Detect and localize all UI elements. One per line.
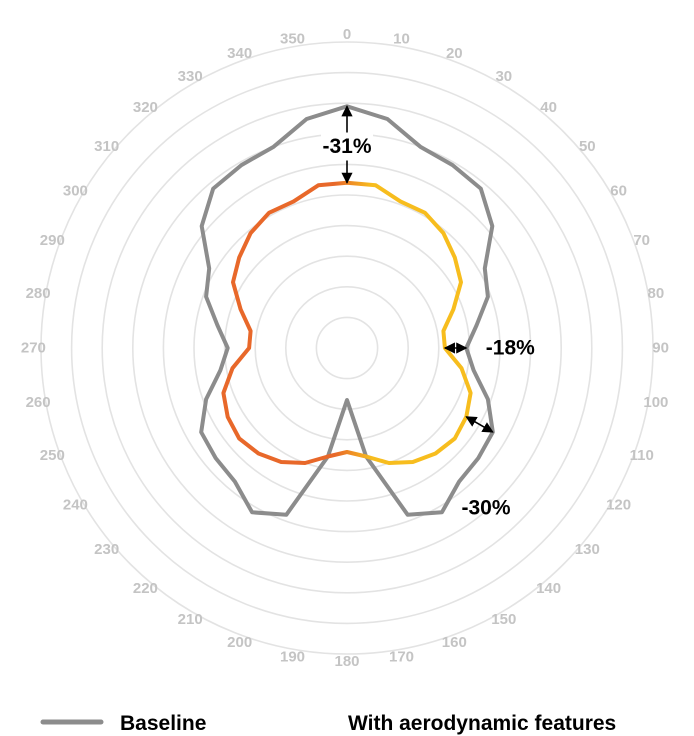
angle-label: 300 xyxy=(63,183,88,200)
angle-label: 60 xyxy=(610,183,627,200)
series-baseline-line xyxy=(199,104,495,517)
angle-label: 80 xyxy=(648,285,665,302)
angle-label: 340 xyxy=(227,45,252,62)
angle-label: 100 xyxy=(643,394,668,411)
series-layer xyxy=(199,104,495,517)
series-aero-line xyxy=(221,180,473,465)
angle-label: 130 xyxy=(575,541,600,558)
grid-circle xyxy=(284,285,409,410)
angle-label: 240 xyxy=(63,496,88,513)
radial-grid xyxy=(40,41,654,655)
annotation-label: -30% xyxy=(461,497,510,520)
angle-label: 140 xyxy=(536,580,561,597)
legend-aero-label: With aerodynamic features xyxy=(348,712,616,735)
angle-label: 120 xyxy=(606,496,631,513)
angle-label: 0 xyxy=(343,26,351,43)
angle-label: 310 xyxy=(94,138,119,155)
angle-label: 70 xyxy=(633,232,650,249)
angle-label: 350 xyxy=(280,31,305,48)
legend-baseline-label: Baseline xyxy=(120,712,206,735)
angle-label: 30 xyxy=(495,68,512,85)
grid-circle xyxy=(315,316,379,380)
legend: Baseline With aerodynamic features xyxy=(40,712,616,735)
angle-label: 280 xyxy=(26,285,51,302)
grid-circle xyxy=(40,41,654,655)
angle-label: 90 xyxy=(652,340,669,357)
angle-label: 220 xyxy=(133,580,158,597)
angle-label: 110 xyxy=(630,447,654,464)
angle-label: 320 xyxy=(133,99,158,116)
annotation-arrow xyxy=(465,416,494,433)
angle-label: 160 xyxy=(442,634,467,651)
angle-label: 190 xyxy=(280,648,305,665)
angle-label: 40 xyxy=(540,99,557,116)
annotation-bg xyxy=(321,132,373,161)
angle-label: 250 xyxy=(40,447,65,464)
angle-label: 330 xyxy=(178,68,203,85)
grid-circle xyxy=(223,224,471,472)
annotation-label: -18% xyxy=(486,337,535,360)
grid-circle xyxy=(193,194,501,502)
grid-circle xyxy=(101,102,593,594)
angle-label: 260 xyxy=(26,394,51,411)
angle-label: 270 xyxy=(21,340,46,357)
angle-label: 170 xyxy=(389,648,414,665)
angle-label: 290 xyxy=(40,232,65,249)
angle-label: 200 xyxy=(227,634,252,651)
angle-label: 10 xyxy=(393,31,410,48)
grid-circle xyxy=(162,163,532,533)
grid-circle xyxy=(254,255,440,441)
angle-labels: 0 10 20 30 40 50 60 70 80 90 100 110 120 130 140 150 160… xyxy=(21,26,669,670)
angle-label: 210 xyxy=(178,611,203,628)
angle-label: 20 xyxy=(446,45,463,62)
angle-label: 180 xyxy=(334,653,359,670)
annotation-label: -31% xyxy=(322,135,371,158)
grid-circle xyxy=(70,71,624,625)
annotations: -31% -18% -30% xyxy=(321,105,535,520)
angle-label: 50 xyxy=(579,138,596,155)
angle-label: 150 xyxy=(491,611,516,628)
angle-label: 230 xyxy=(94,541,119,558)
